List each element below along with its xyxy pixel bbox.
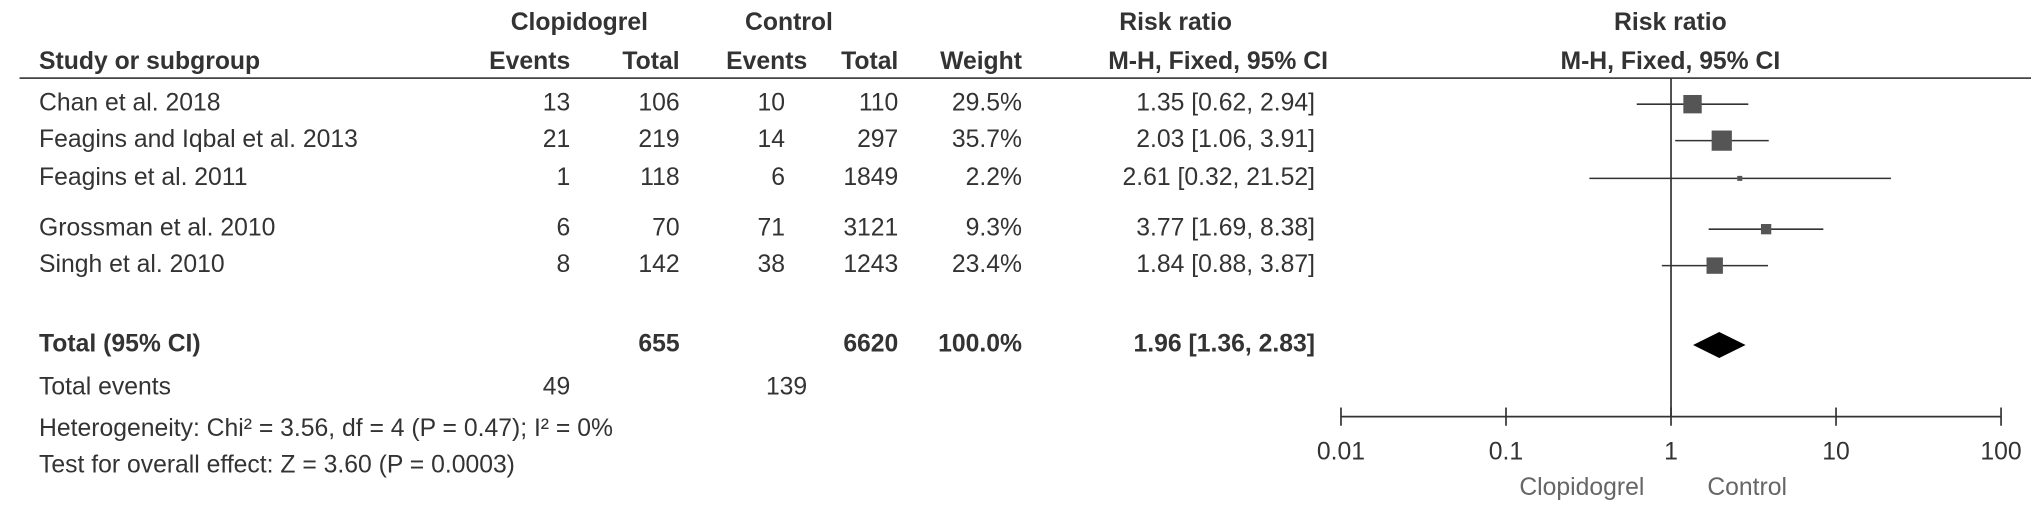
plot-method-header: M-H, Fixed, 95% CI [1560, 48, 1780, 75]
point-estimate [1683, 94, 1702, 114]
study-name: Feagins and Iqbal et al. 2013 [39, 126, 358, 153]
group-header: Clopidogrel [511, 9, 648, 36]
risk-ratio: 3.77 [1.69, 8.38] [1136, 215, 1315, 242]
exp-events: 6 [556, 215, 570, 242]
total-header: Total [841, 48, 898, 75]
exp-total: 118 [640, 164, 679, 191]
ctl-events: 71 [758, 215, 786, 242]
ctl-total: 1243 [843, 251, 898, 278]
weight: 35.7% [952, 126, 1022, 153]
total-events: 139 [766, 374, 807, 401]
total-weight: 100.0% [938, 331, 1022, 358]
group-header: Control [745, 9, 833, 36]
risk-ratio: 1.84 [0.88, 3.87] [1136, 251, 1315, 278]
risk-ratio: 1.35 [0.62, 2.94] [1136, 90, 1315, 117]
ctl-events: 38 [758, 251, 786, 278]
point-estimate [1706, 257, 1723, 274]
exp-total: 106 [638, 90, 679, 117]
events-header: Events [726, 48, 807, 75]
ctl-total: 110 [859, 90, 898, 117]
exp-events: 21 [543, 126, 571, 153]
total-rr: 1.96 [1.36, 2.83] [1134, 331, 1315, 358]
ctl-events: 6 [771, 164, 785, 191]
exp-events: 1 [556, 164, 570, 191]
effect-header: Risk ratio [1119, 9, 1232, 36]
weight: 23.4% [952, 251, 1022, 278]
ctl-events: 10 [758, 90, 786, 117]
weight: 2.2% [966, 164, 1022, 191]
method-header: M-H, Fixed, 95% CI [1108, 48, 1328, 75]
weight-header: Weight [940, 48, 1022, 75]
study-name: Feagins et al. 2011 [39, 164, 247, 191]
favours-right: Control [1707, 474, 1787, 501]
ctl-total: 297 [857, 126, 898, 153]
study-name: Grossman et al. 2010 [39, 215, 275, 242]
total-name: Total (95% CI) [39, 331, 201, 358]
heterogeneity: Heterogeneity: Chi² = 3.56, df = 4 (P = … [39, 415, 613, 442]
ctl-total: 1849 [843, 164, 898, 191]
plot-header: Risk ratio [1614, 9, 1727, 36]
total-events-label: Total events [39, 374, 171, 401]
point-estimate [1760, 223, 1772, 235]
ctl-events: 14 [758, 126, 786, 153]
exp-total: 70 [652, 215, 680, 242]
pooled-diamond [1693, 332, 1746, 359]
overall-effect: Test for overall effect: Z = 3.60 (P = 0… [39, 452, 515, 479]
total-header: Total [622, 48, 679, 75]
weight: 9.3% [966, 215, 1022, 242]
exp-events: 8 [556, 251, 570, 278]
x-tick-label: 0.1 [1489, 439, 1523, 466]
x-tick-label: 1 [1664, 439, 1678, 466]
study-name: Singh et al. 2010 [39, 251, 225, 278]
risk-ratio: 2.03 [1.06, 3.91] [1136, 126, 1315, 153]
ctl-total: 3121 [843, 215, 898, 242]
favours-left: Clopidogrel [1519, 474, 1644, 501]
exp-total: 219 [638, 126, 679, 153]
total-ctl: 6620 [843, 331, 898, 358]
exp-total: 142 [638, 251, 679, 278]
total-events: 49 [543, 374, 571, 401]
x-tick-label: 0.01 [1317, 439, 1365, 466]
risk-ratio: 2.61 [0.32, 21.52] [1123, 164, 1315, 191]
point-estimate [1711, 130, 1732, 151]
study-name: Chan et al. 2018 [39, 90, 220, 117]
events-header: Events [489, 48, 570, 75]
exp-events: 13 [543, 90, 571, 117]
x-tick-label: 100 [1980, 439, 2021, 466]
study-header: Study or subgroup [39, 48, 260, 75]
point-estimate [1737, 175, 1743, 181]
weight: 29.5% [952, 90, 1022, 117]
x-tick-label: 10 [1822, 439, 1850, 466]
total-exp: 655 [638, 331, 679, 358]
